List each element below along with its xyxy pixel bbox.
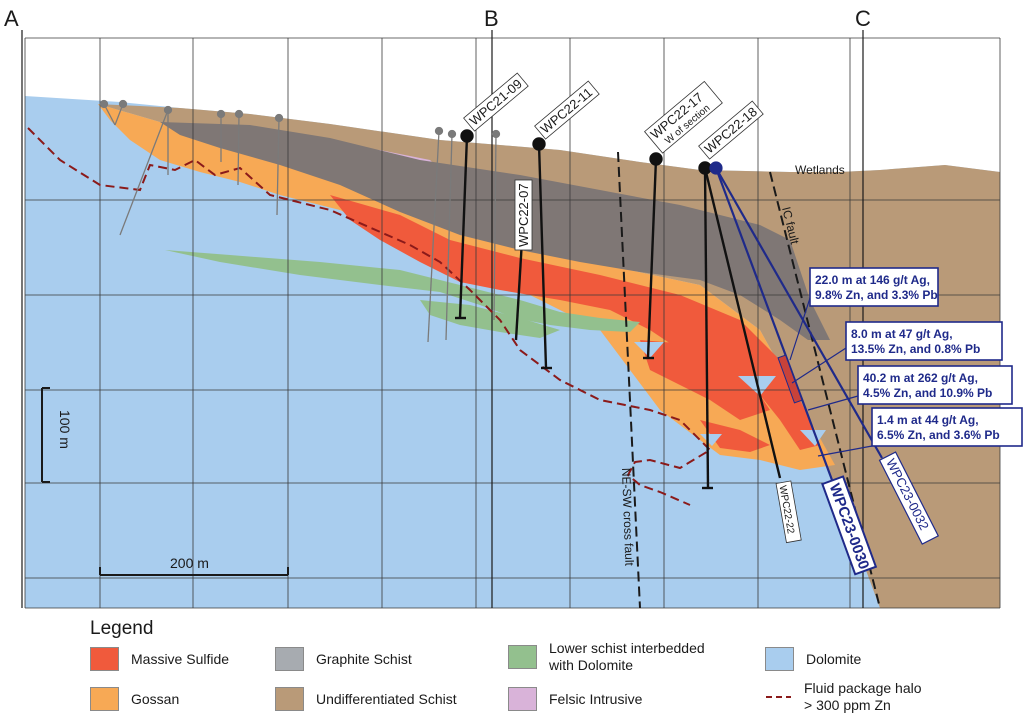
vertical-scale-label: 100 m <box>57 410 73 449</box>
legend-item-fluid-halo: Fluid package halo > 300 ppm Zn <box>765 680 922 714</box>
modern-drillholes <box>455 129 782 490</box>
horizontal-scale-label: 200 m <box>170 555 209 571</box>
graphite-schist-swatch <box>275 647 304 671</box>
section-marker-lines <box>21 30 864 608</box>
vertical-scale-bar <box>41 387 50 483</box>
sky-area <box>25 38 1000 172</box>
svg-text:8.0 m at 47 g/t Ag,: 8.0 m at 47 g/t Ag, <box>851 327 953 341</box>
intercept-marker <box>777 354 803 404</box>
fluid-halo-line <box>27 127 712 506</box>
legend-item-dolomite: Dolomite <box>765 647 861 671</box>
lower-schist-swatch <box>508 645 537 669</box>
section-marker-b: B <box>484 6 499 31</box>
section-marker-c: C <box>855 6 871 31</box>
svg-text:1.4 m at 44 g/t Ag,: 1.4 m at 44 g/t Ag, <box>877 413 979 427</box>
blue-drillholes <box>709 161 883 481</box>
svg-text:22.0 m at 146 g/t Ag,: 22.0 m at 146 g/t Ag, <box>815 273 930 287</box>
svg-text:4.5% Zn, and 10.9% Pb: 4.5% Zn, and 10.9% Pb <box>863 386 992 400</box>
gossan-unit <box>98 104 835 470</box>
legend-item-felsic-intrusive: Felsic Intrusive <box>508 687 642 711</box>
legend: Legend Massive Sulfide Graphite Schist L… <box>0 612 1024 724</box>
svg-text:9.8% Zn, and 3.3% Pb: 9.8% Zn, and 3.3% Pb <box>815 288 938 302</box>
gossan-swatch <box>90 687 119 711</box>
annotation-leaders <box>789 297 873 457</box>
ne-sw-cross-fault <box>617 151 641 609</box>
massive-sulfide-swatch <box>90 647 119 671</box>
dolomite-window <box>700 434 722 446</box>
intercept-annotation-3: 40.2 m at 262 g/t Ag, 4.5% Zn, and 10.9%… <box>857 365 1013 405</box>
section-marker-a: A <box>4 6 19 31</box>
svg-text:6.5% Zn, and 3.6% Pb: 6.5% Zn, and 3.6% Pb <box>877 428 1000 442</box>
dolomite-swatch <box>765 647 794 671</box>
intercept-annotation-1: 22.0 m at 146 g/t Ag, 9.8% Zn, and 3.3% … <box>809 267 939 307</box>
wetlands-label: Wetlands <box>795 163 845 177</box>
lower-schist-lens <box>420 300 560 338</box>
svg-text:13.5% Zn, and 0.8% Pb: 13.5% Zn, and 0.8% Pb <box>851 342 980 356</box>
legend-title: Legend <box>90 618 154 639</box>
massive-sulfide-lens <box>640 340 770 420</box>
undifferentiated-schist-unit <box>98 104 1000 608</box>
legend-item-gossan: Gossan <box>90 687 179 711</box>
undifferentiated-schist-swatch <box>275 687 304 711</box>
dolomite-window <box>800 430 826 446</box>
legend-item-undifferentiated-schist: Undifferentiated Schist <box>275 687 457 711</box>
felsic-intrusive-swatch <box>508 687 537 711</box>
lower-schist-unit <box>165 250 640 332</box>
horizontal-scale-bar <box>99 567 289 576</box>
intercept-annotation-4: 1.4 m at 44 g/t Ag, 6.5% Zn, and 3.6% Pb <box>871 407 1023 447</box>
hole-label-wpc22-07: WPC22-07 <box>516 183 531 247</box>
svg-text:40.2 m at 262 g/t Ag,: 40.2 m at 262 g/t Ag, <box>863 371 978 385</box>
intercept-annotation-2: 8.0 m at 47 g/t Ag, 13.5% Zn, and 0.8% P… <box>845 321 1003 361</box>
fluid-halo-swatch <box>766 696 791 698</box>
massive-sulfide-unit <box>330 195 820 450</box>
massive-sulfide-lens-2 <box>700 420 770 452</box>
legend-item-massive-sulfide: Massive Sulfide <box>90 647 229 671</box>
historic-drillholes <box>99 99 501 343</box>
ne-sw-fault-label: NE-SW cross fault <box>619 468 636 567</box>
legend-item-graphite-schist: Graphite Schist <box>275 647 412 671</box>
legend-item-lower-schist: Lower schist interbedded with Dolomite <box>508 640 705 674</box>
